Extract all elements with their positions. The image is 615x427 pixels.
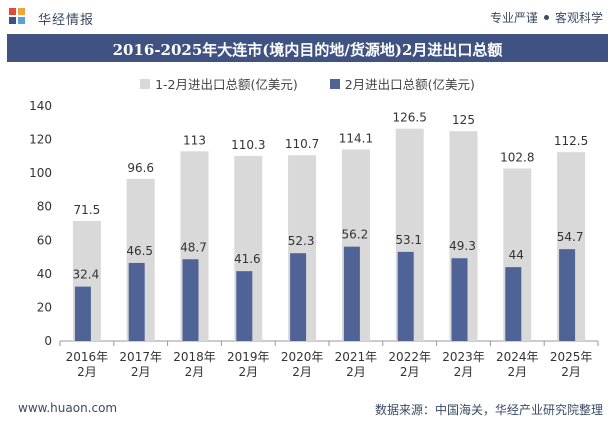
data-label-series-1: 112.5 — [554, 134, 588, 148]
data-label-series-1: 110.3 — [231, 138, 265, 152]
bar-series-2 — [74, 286, 91, 341]
data-source: 数据来源：中国海关，华经产业研究院整理 — [374, 403, 603, 417]
title-bar: 2016-2025年大连市(境内目的地/货源地)2月进出口总额 — [7, 34, 608, 62]
x-tick-label: 2018年 — [173, 350, 216, 364]
data-label-series-2: 52.3 — [288, 234, 315, 248]
legend-swatch-series-1 — [140, 78, 151, 89]
slogan: 专业严谨 客观科学 — [490, 9, 603, 26]
data-label-series-2: 41.6 — [234, 252, 261, 266]
y-tick-label: 100 — [29, 166, 52, 180]
bar-series-2 — [182, 259, 199, 341]
x-tick-label: 2月 — [131, 365, 151, 379]
x-tick-label: 2023年 — [442, 350, 485, 364]
data-label-series-1: 113 — [183, 133, 206, 147]
y-tick-label: 60 — [37, 233, 52, 247]
chart-title: 2016-2025年大连市(境内目的地/货源地)2月进出口总额 — [112, 41, 503, 59]
chart-legend: 1-2月进出口总额(亿美元) 2月进出口总额(亿美元) — [0, 74, 615, 93]
bar-series-2 — [559, 249, 576, 341]
data-label-series-1: 110.7 — [285, 137, 319, 151]
data-label-series-2: 53.1 — [395, 233, 422, 247]
legend-label-series-1: 1-2月进出口总额(亿美元) — [155, 77, 298, 92]
x-tick-label: 2017年 — [119, 350, 162, 364]
x-tick-label: 2月 — [238, 365, 258, 379]
data-label-series-2: 44 — [509, 248, 524, 262]
data-label-series-2: 49.3 — [449, 239, 476, 253]
x-tick-label: 2月 — [185, 365, 205, 379]
x-tick-label: 2月 — [400, 365, 420, 379]
x-tick-label: 2月 — [346, 365, 366, 379]
legend-swatch-series-2 — [329, 78, 340, 89]
legend-item-series-2: 2月进出口总额(亿美元) — [329, 74, 475, 93]
x-tick-label: 2月 — [507, 365, 527, 379]
x-tick-label: 2024年 — [496, 350, 539, 364]
data-label-series-1: 96.6 — [127, 161, 154, 175]
slogan-right: 客观科学 — [554, 11, 603, 25]
x-tick-label: 2021年 — [335, 350, 378, 364]
x-tick-label: 2月 — [454, 365, 474, 379]
y-tick-label: 120 — [29, 133, 52, 147]
data-label-series-1: 71.5 — [74, 203, 101, 217]
website-url: www.huaon.com — [18, 401, 118, 415]
y-tick-label: 40 — [37, 267, 52, 281]
data-label-series-1: 102.8 — [500, 150, 534, 164]
x-tick-label: 2月 — [292, 365, 312, 379]
data-label-series-1: 126.5 — [393, 111, 427, 125]
bar-series-2 — [343, 246, 360, 341]
header-bar: 华经情报 专业严谨 客观科学 — [0, 0, 615, 34]
x-tick-label: 2020年 — [281, 350, 324, 364]
y-tick-label: 20 — [37, 300, 52, 314]
legend-item-series-1: 1-2月进出口总额(亿美元) — [140, 74, 298, 93]
huajing-logo-icon — [9, 8, 25, 24]
bar-series-2 — [505, 267, 522, 341]
data-label-series-2: 54.7 — [557, 230, 584, 244]
legend-label-series-2: 2月进出口总额(亿美元) — [344, 77, 475, 92]
bar-chart: 02040608010012014071.532.42016年2月96.646.… — [29, 99, 599, 379]
bar-series-2 — [290, 253, 307, 341]
data-label-series-2: 32.4 — [73, 268, 100, 282]
data-label-series-2: 56.2 — [342, 228, 369, 242]
data-label-series-2: 46.5 — [126, 244, 153, 258]
bar-series-2 — [397, 251, 414, 341]
x-tick-label: 2022年 — [388, 350, 431, 364]
y-tick-label: 140 — [29, 99, 52, 113]
bar-series-2 — [236, 271, 253, 341]
x-tick-label: 2月 — [561, 365, 581, 379]
brand-name: 华经情报 — [38, 13, 95, 28]
dot-separator-icon — [543, 15, 549, 20]
footer-bar: www.huaon.com 数据来源：中国海关，华经产业研究院整理 — [0, 395, 615, 427]
x-tick-label: 2019年 — [227, 350, 270, 364]
x-tick-label: 2016年 — [66, 350, 109, 364]
data-label-series-2: 48.7 — [180, 240, 207, 254]
y-tick-label: 80 — [37, 200, 52, 214]
data-label-series-1: 114.1 — [339, 131, 373, 145]
y-tick-label: 0 — [44, 334, 52, 348]
x-tick-label: 2月 — [77, 365, 97, 379]
bar-series-2 — [128, 262, 145, 341]
data-label-series-1: 125 — [452, 113, 475, 127]
x-tick-label: 2025年 — [550, 350, 593, 364]
bar-series-2 — [451, 258, 468, 341]
slogan-left: 专业严谨 — [489, 11, 538, 25]
